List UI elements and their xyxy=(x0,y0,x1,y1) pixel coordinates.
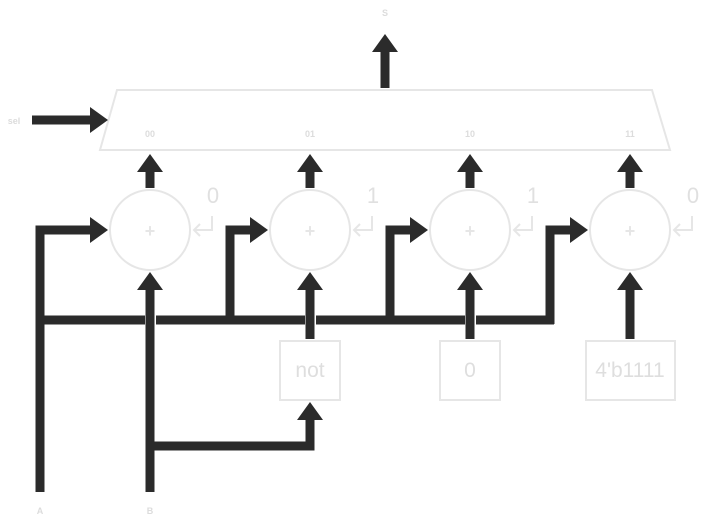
adder-4-carry-label: 0 xyxy=(687,183,699,208)
adder-to-mux-arrow-10 xyxy=(457,154,483,188)
input-b-label: B xyxy=(147,506,154,516)
zero-block: 0 xyxy=(439,340,501,401)
ones-block: 4'b1111 xyxy=(585,340,676,401)
adder-3-plus-label: + xyxy=(465,221,476,241)
input-a-label: A xyxy=(37,506,44,516)
adder-3: + 1 xyxy=(429,183,539,271)
input-b-wire xyxy=(137,272,163,492)
input-a-wire xyxy=(35,217,108,492)
mux-body xyxy=(98,89,672,151)
not-to-adder-2-wire xyxy=(297,272,323,339)
zero-block-label: 0 xyxy=(464,359,476,382)
a-branch-to-adder-4 xyxy=(545,217,588,324)
adder-1-plus-label: + xyxy=(145,221,156,241)
adder-4: + 0 xyxy=(589,183,699,271)
adder-to-mux-arrow-01 xyxy=(297,154,323,188)
mux-input-label-00: 00 xyxy=(145,129,155,139)
adder-1-carry-label: 0 xyxy=(207,183,219,208)
mux-output-label: S xyxy=(382,8,388,18)
adder-2: + 1 xyxy=(269,183,379,271)
adder-to-mux-arrow-11 xyxy=(617,154,643,188)
ones-to-adder-4-wire xyxy=(617,272,643,339)
mux-input-label-10: 10 xyxy=(465,129,475,139)
not-block-label: not xyxy=(295,359,324,382)
mux-input-label-11: 11 xyxy=(625,129,635,139)
adder-3-carry-label: 1 xyxy=(527,183,539,208)
zero-to-adder-3-wire xyxy=(457,272,483,339)
select-wire xyxy=(32,107,108,133)
adder-4-carry-arrow-icon xyxy=(672,216,693,237)
a-branch-to-adder-3 xyxy=(385,217,428,316)
adder-to-mux-arrow-00 xyxy=(137,154,163,188)
mux-output-wire xyxy=(372,34,398,88)
mux-input-label-01: 01 xyxy=(305,129,315,139)
b-to-not-wire xyxy=(150,402,323,451)
a-branch-to-adder-2 xyxy=(225,217,268,316)
adder-2-plus-label: + xyxy=(305,221,316,241)
adder-1: + 0 xyxy=(109,183,219,271)
ones-block-label: 4'b1111 xyxy=(595,359,664,382)
adder-3-carry-arrow-icon xyxy=(512,216,533,237)
adder-2-carry-label: 1 xyxy=(367,183,379,208)
adder-4-plus-label: + xyxy=(625,221,636,241)
adder-2-carry-arrow-icon xyxy=(352,216,373,237)
mux-select-label: sel xyxy=(8,116,21,126)
not-block: not xyxy=(279,340,341,401)
adder-1-carry-arrow-icon xyxy=(192,216,213,237)
